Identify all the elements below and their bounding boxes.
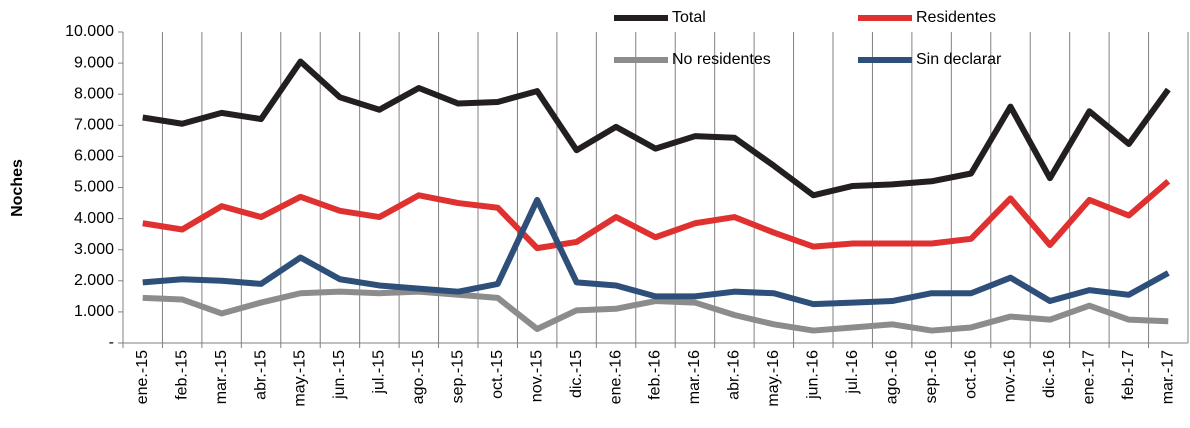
y-tick-label: 3.000 — [74, 241, 114, 258]
series-line — [142, 179, 1171, 252]
x-tick-label: abr.-15 — [252, 350, 269, 400]
x-tick-label: dic.-16 — [1041, 350, 1058, 398]
y-tick-label: 8.000 — [74, 85, 114, 102]
x-tick-label: nov.-16 — [1002, 350, 1019, 402]
x-tick-label: mar.-15 — [213, 350, 230, 404]
y-tick-label: 1.000 — [74, 303, 114, 320]
x-tick-label: ene.-16 — [607, 350, 624, 404]
x-tick-label: may.-16 — [765, 350, 782, 407]
y-tick-label: 9.000 — [74, 54, 114, 71]
y-tick-label: 5.000 — [74, 179, 114, 196]
x-tick-label: oct.-16 — [962, 350, 979, 399]
legend-label: No residentes — [672, 51, 771, 68]
x-tick-label: sep.-15 — [449, 350, 466, 403]
y-tick-label: - — [109, 334, 114, 351]
x-tick-label: feb.-17 — [1120, 350, 1137, 400]
x-tick-label: jun.-15 — [331, 350, 348, 400]
x-tick-label: dic.-15 — [568, 350, 585, 398]
y-tick-label: 7.000 — [74, 117, 114, 134]
x-tick-label: sep.-16 — [923, 350, 940, 403]
y-tick-label: 2.000 — [74, 272, 114, 289]
series-line — [142, 196, 1170, 308]
legend-label: Sin declarar — [916, 51, 1002, 68]
x-tick-label: feb.-16 — [647, 350, 664, 400]
x-tick-label: ago.-16 — [883, 350, 900, 404]
x-tick-label: mar.-17 — [1159, 350, 1176, 404]
x-tick-label: nov.-15 — [528, 350, 545, 402]
x-tick-label: jun.-16 — [804, 350, 821, 400]
y-tick-label: 6.000 — [74, 148, 114, 165]
x-tick-label: mar.-16 — [686, 350, 703, 404]
legend-label: Residentes — [916, 9, 996, 26]
legend-label: Total — [672, 9, 706, 26]
x-tick-label: ene.-17 — [1081, 350, 1098, 404]
x-tick-label: ene.-15 — [134, 350, 151, 404]
x-tick-label: ago.-15 — [410, 350, 427, 404]
x-tick-label: jul.-16 — [844, 350, 861, 395]
x-tick-label: may.-15 — [292, 350, 309, 407]
x-tick-label: feb.-15 — [173, 350, 190, 400]
x-tick-label: oct.-15 — [489, 350, 506, 399]
x-tick-label: jul.-15 — [371, 350, 388, 395]
x-tick-label: abr.-16 — [726, 350, 743, 400]
y-axis-label: Noches — [9, 159, 26, 217]
y-tick-label: 10.000 — [65, 23, 114, 40]
series-line — [142, 288, 1169, 334]
series-line — [142, 58, 1171, 199]
y-tick-label: 4.000 — [74, 210, 114, 227]
